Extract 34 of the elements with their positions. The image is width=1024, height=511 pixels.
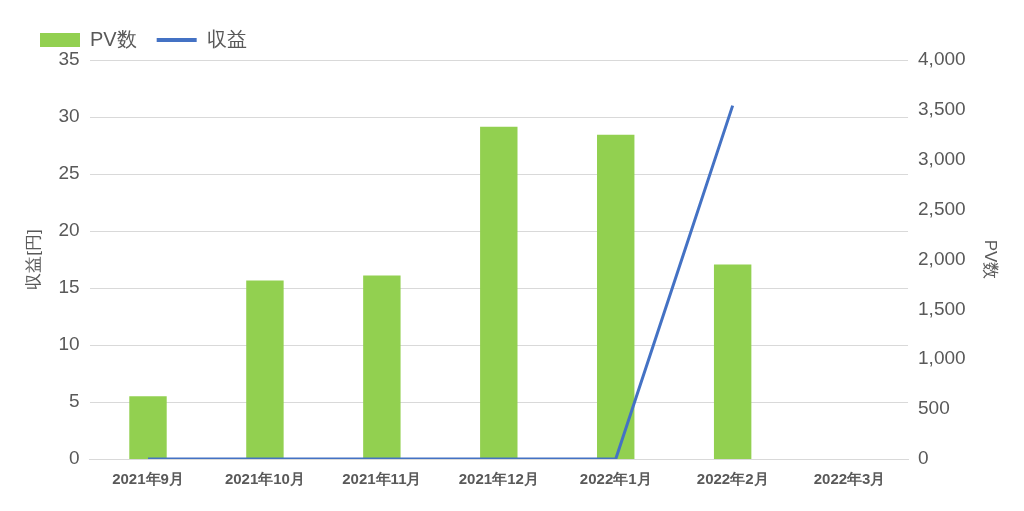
bar — [129, 396, 167, 459]
x-tick-label: 2021年10月 — [224, 470, 305, 488]
y2-tick-label: 2,000 — [918, 247, 966, 269]
y-tick-label: 0 — [68, 447, 80, 469]
y2-tick-label: 4,000 — [918, 48, 966, 70]
y2-axis-title: PV数 — [981, 239, 1001, 280]
x-tick-label: 2021年9月 — [112, 470, 184, 488]
x-tick-label: 2021年11月 — [342, 470, 422, 488]
bar — [246, 280, 284, 459]
bar — [597, 134, 635, 459]
bar — [363, 275, 401, 459]
y2-tick-label: 3,500 — [918, 98, 966, 120]
bar — [480, 126, 518, 459]
x-tick-label: 2021年12月 — [458, 470, 539, 488]
y-tick-label: 30 — [58, 105, 80, 127]
y2-tick-label: 1,000 — [918, 347, 966, 369]
y-tick-label: 10 — [58, 333, 80, 355]
y2-tick-label: 3,000 — [918, 147, 966, 169]
y-tick-label: 20 — [58, 219, 80, 241]
y-tick-label: 5 — [68, 390, 80, 412]
y2-tick-label: 0 — [918, 447, 929, 469]
y-axis-title: 収益[円] — [23, 229, 43, 290]
x-tick-label: 2022年2月 — [696, 470, 769, 488]
y2-tick-label: 2,500 — [918, 197, 966, 219]
y2-tick-label: 1,500 — [918, 297, 966, 319]
bar — [713, 264, 752, 459]
y2-tick-label: 500 — [918, 397, 950, 419]
y-tick-label: 15 — [58, 276, 80, 298]
legend-label: PV数 — [90, 27, 137, 50]
y-tick-label: 35 — [58, 48, 80, 70]
y-tick-label: 25 — [58, 162, 80, 184]
legend-label: 収益 — [206, 27, 247, 50]
x-tick-label: 2022年1月 — [579, 470, 652, 488]
x-tick-label: 2022年3月 — [813, 470, 886, 488]
